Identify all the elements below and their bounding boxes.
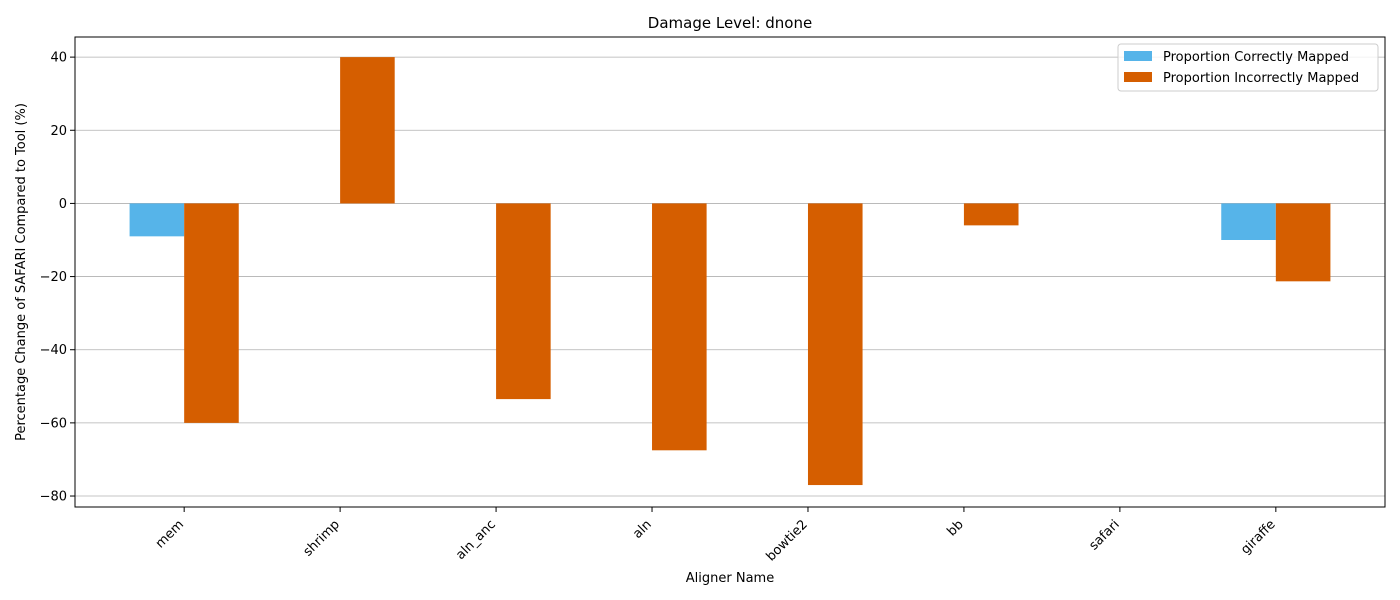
bar-incorrect-shrimp [340, 57, 395, 204]
legend-label-incorrect: Proportion Incorrectly Mapped [1163, 71, 1359, 86]
plot-area-frame [74, 36, 1386, 508]
legend-label-correct: Proportion Correctly Mapped [1163, 50, 1349, 65]
bar-incorrect-bowtie2 [807, 203, 863, 486]
y-axis-ticks: 40 20 0 −20 −40 −60 −80 [40, 51, 75, 505]
x-axis-label: Aligner Name [686, 571, 774, 586]
legend-box [1117, 43, 1379, 92]
y-tick-label: −40 [40, 343, 67, 358]
y-tick-label: 40 [50, 51, 67, 66]
legend-swatch-correct [1124, 51, 1152, 61]
x-tick-label: giraffe [1238, 517, 1278, 557]
bars [129, 57, 1331, 486]
bar-correct-mem [129, 203, 185, 237]
x-tick-label: bowtie2 [764, 517, 811, 564]
y-tick-label: −80 [40, 490, 67, 505]
x-tick-label: aln [630, 517, 655, 542]
bar-incorrect-giraffe [1275, 203, 1331, 282]
x-tick-label: aln_anc [453, 517, 499, 563]
x-tick-label: bb [944, 517, 966, 539]
bar-incorrect-mem [184, 203, 239, 423]
bar-incorrect-aln_anc [496, 203, 551, 400]
bar-incorrect-bb [963, 203, 1019, 226]
legend-swatch-incorrect [1124, 72, 1152, 82]
y-tick-label: −20 [40, 270, 67, 285]
y-tick-label: −60 [40, 416, 67, 431]
grid-lines [75, 56, 1385, 497]
legend: Proportion Correctly Mapped Proportion I… [1117, 43, 1379, 92]
x-tick-label: shrimp [301, 517, 343, 559]
chart-title: Damage Level: dnone [648, 14, 812, 32]
x-tick-label: safari [1086, 517, 1122, 553]
y-axis-label: Percentage Change of SAFARI Compared to … [14, 103, 29, 441]
x-axis-ticks: mem shrimp aln_anc aln bowtie2 bb safari giraff… [153, 507, 1279, 564]
bar-correct-giraffe [1221, 203, 1276, 240]
y-tick-label: 20 [50, 124, 67, 139]
y-tick-label: 0 [59, 197, 67, 212]
x-tick-label: mem [153, 517, 187, 551]
bar-incorrect-aln [652, 203, 707, 451]
